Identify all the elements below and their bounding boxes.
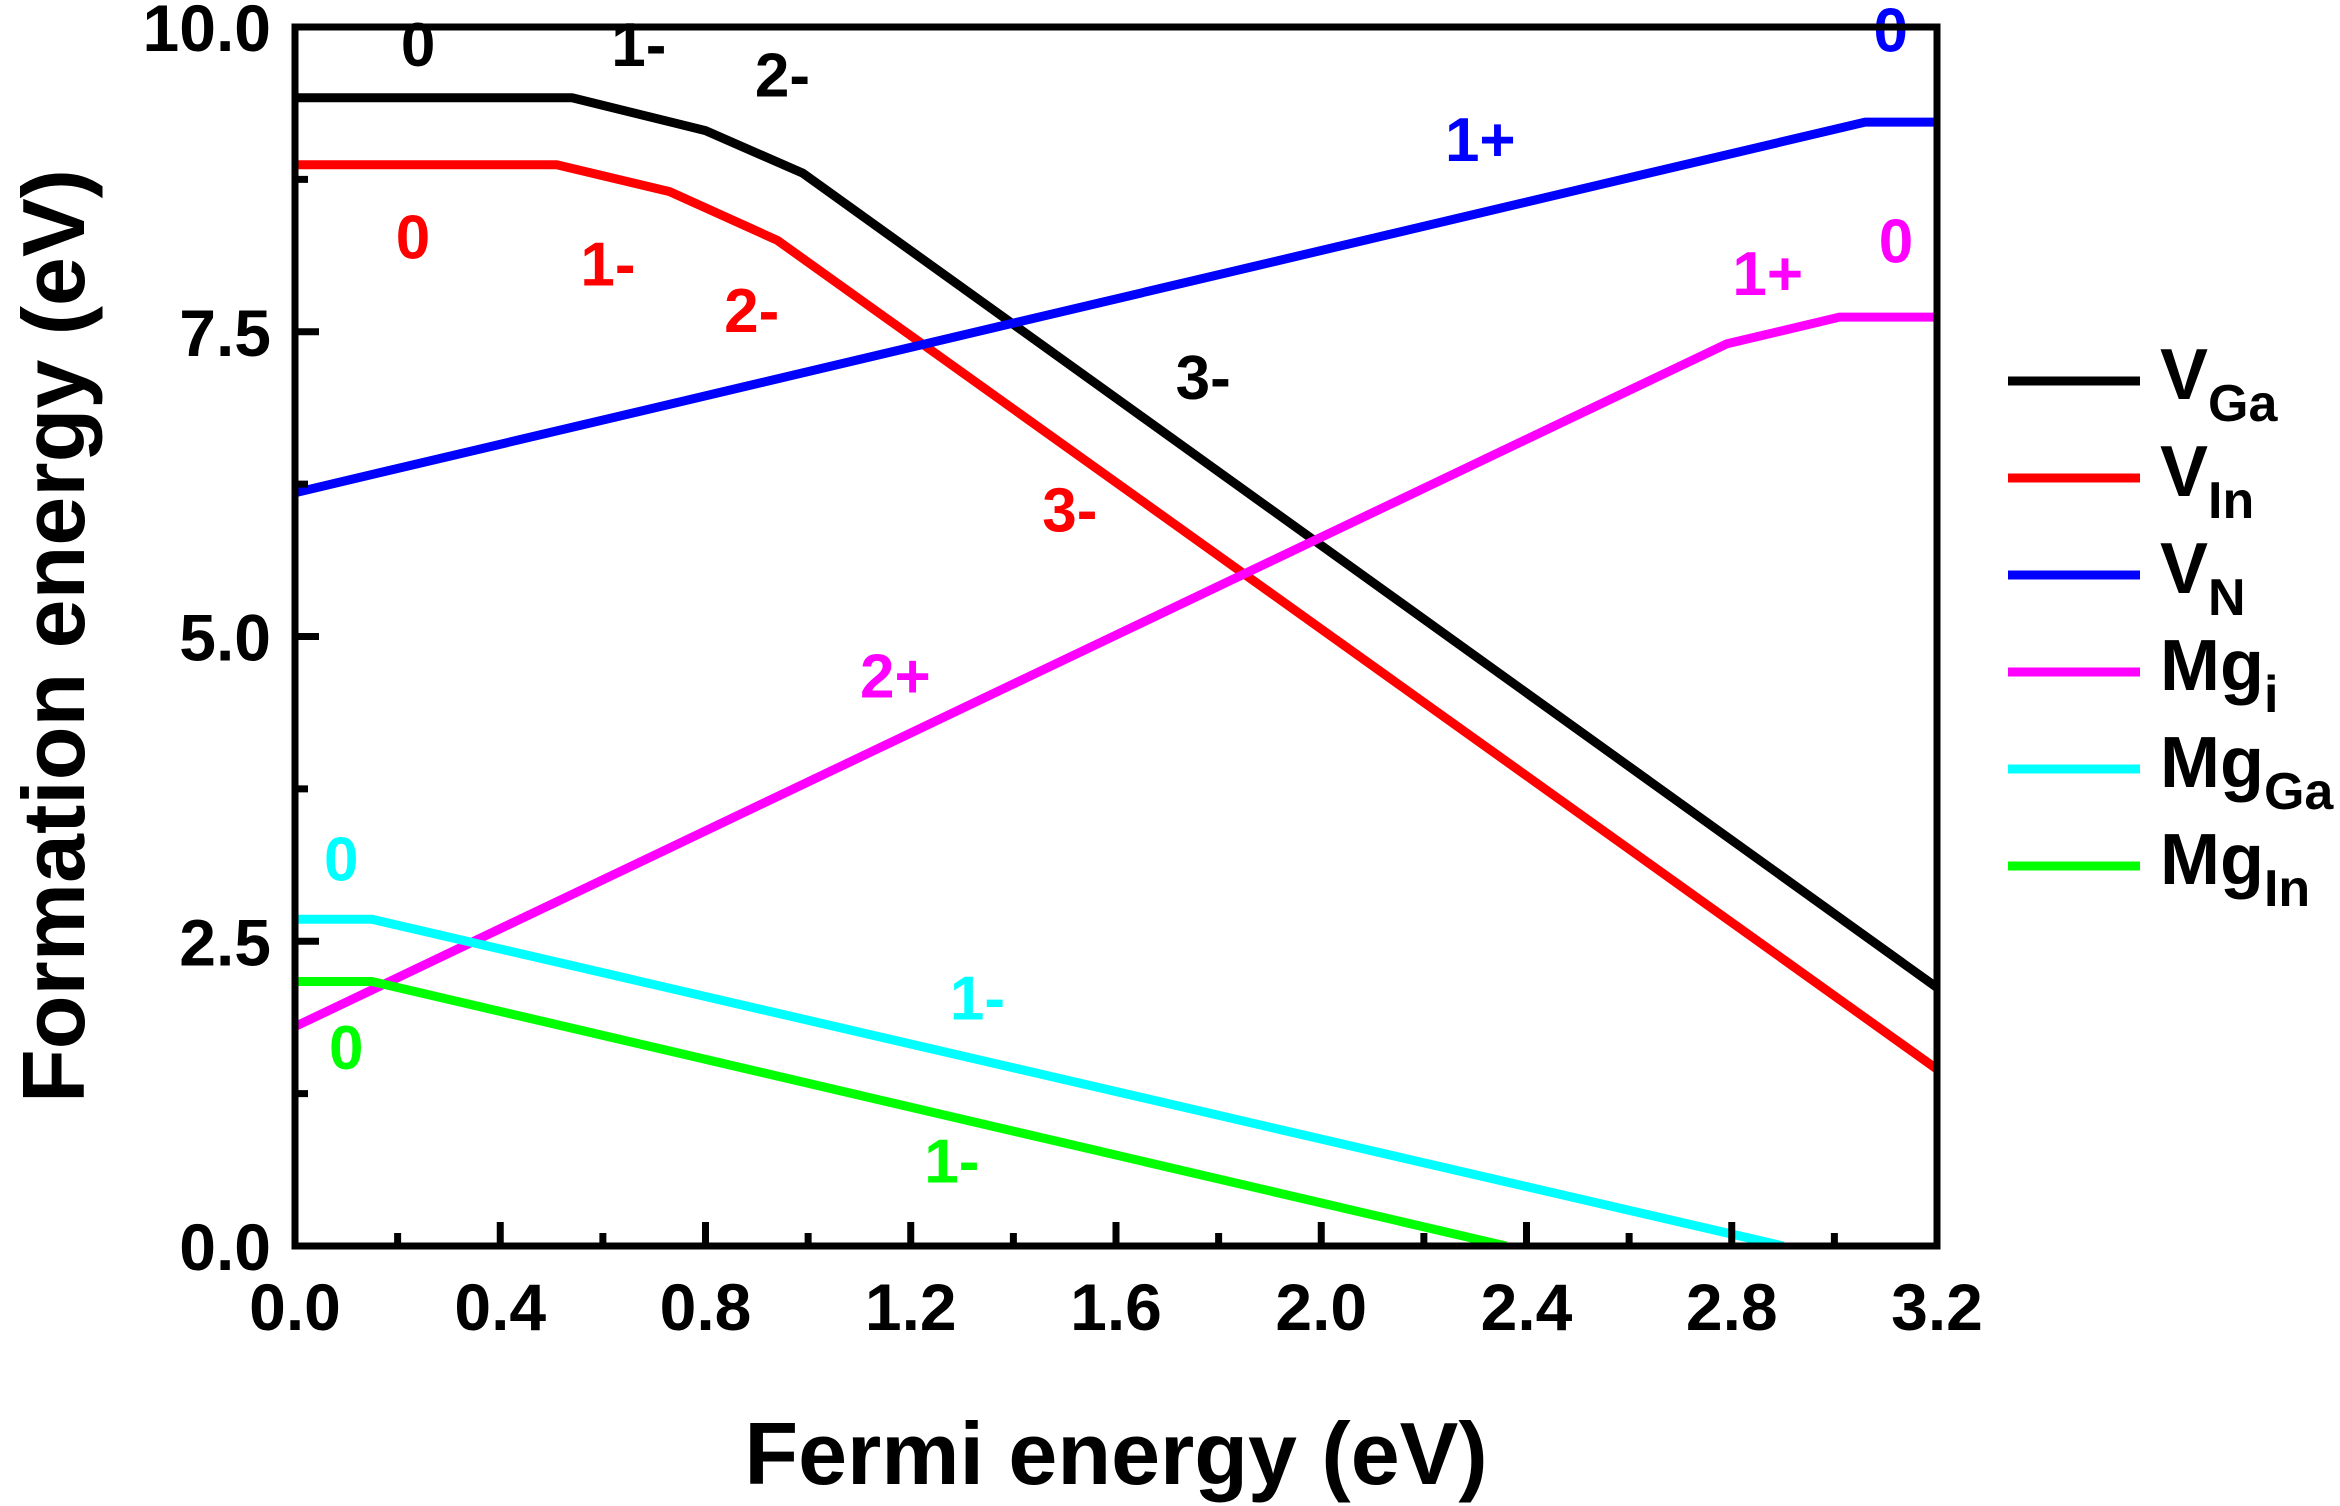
legend-label-main: Mg <box>2160 626 2264 706</box>
legend-label-main: V <box>2160 335 2208 415</box>
legend-label-main: V <box>2160 529 2208 609</box>
legend-label-subscript: Ga <box>2264 763 2334 821</box>
state-label-layer: 0 1- 2- 3- 0 1- 2- 3- 0 1+ 0 1+ 2+ 0 1- 0 1- <box>324 0 1913 1197</box>
x-tick-label: 2.0 <box>1275 1270 1367 1344</box>
series-line-v-n <box>295 117 1937 498</box>
charge-state-label-mg-ga: 1- <box>950 964 1005 1033</box>
x-tick-label: 0.8 <box>660 1270 752 1344</box>
legend-label-mg-i: Mgi <box>2160 626 2278 724</box>
charge-state-label-mg-ga: 0 <box>324 825 358 894</box>
charge-state-label-v-in: 3- <box>1042 477 1097 546</box>
legend-label-main: V <box>2160 432 2208 512</box>
legend-label-subscript: i <box>2264 666 2278 724</box>
legend-label-main: Mg <box>2160 723 2264 803</box>
y-tick-label: 0.0 <box>179 1210 271 1284</box>
charge-state-label-v-in: 1- <box>580 230 635 299</box>
series-layer <box>295 93 1937 1246</box>
charge-state-label-v-ga: 3- <box>1176 344 1231 413</box>
charge-state-label-mg-in: 1- <box>924 1128 979 1197</box>
series-line-v-ga <box>295 93 1937 992</box>
charge-state-label-v-ga: 2- <box>755 42 810 111</box>
charge-state-label-v-in: 2- <box>724 277 779 346</box>
y-axis-title: Formation energy (eV) <box>4 169 103 1103</box>
legend-label-main: Mg <box>2160 820 2264 900</box>
legend-label-mg-ga: MgGa <box>2160 723 2334 821</box>
x-tick-label: 0.4 <box>454 1270 546 1344</box>
legend-label-v-in: VIn <box>2160 432 2254 530</box>
charge-state-label-v-ga: 1- <box>611 11 666 80</box>
x-tick-label: 2.4 <box>1481 1270 1573 1344</box>
x-tick-label: 1.2 <box>865 1270 957 1344</box>
charge-state-label-v-in: 0 <box>396 204 430 273</box>
charge-state-label-mg-i: 2+ <box>860 642 931 711</box>
y-tick-label: 2.5 <box>179 905 271 979</box>
legend-label-mg-in: MgIn <box>2160 820 2310 918</box>
y-tick-label: 10.0 <box>143 0 271 65</box>
legend-label-v-ga: VGa <box>2160 335 2278 433</box>
charge-state-label-v-n: 0 <box>1874 0 1908 65</box>
series-line-mg-i <box>295 312 1937 1031</box>
legend-label-subscript: In <box>2264 860 2310 918</box>
legend-label-v-n: VN <box>2160 529 2246 627</box>
series-line-mg-in <box>295 977 1508 1246</box>
series-line-v-in <box>295 160 1937 1073</box>
charge-state-label-mg-i: 0 <box>1879 207 1913 276</box>
tick-layer: 0.0 0.4 0.8 1.2 1.6 2.0 2.4 2.8 3.2 0.0 2.5 5.0 7.5 1… <box>143 0 1983 1344</box>
x-tick-label: 1.6 <box>1070 1270 1162 1344</box>
x-tick-label: 2.8 <box>1686 1270 1778 1344</box>
charge-state-label-mg-i: 1+ <box>1732 240 1803 309</box>
x-axis-title: Fermi energy (eV) <box>744 1404 1487 1503</box>
y-tick-label: 5.0 <box>179 601 271 675</box>
x-tick-label: 3.2 <box>1891 1270 1983 1344</box>
x-tick-label: 0.0 <box>249 1270 341 1344</box>
series-line-mg-ga <box>295 914 1785 1246</box>
charge-state-label-v-n: 1+ <box>1445 106 1516 175</box>
y-tick-label: 7.5 <box>179 296 271 370</box>
charge-state-label-mg-in: 0 <box>329 1014 363 1083</box>
legend-label-subscript: Ga <box>2208 375 2278 433</box>
charge-state-label-v-ga: 0 <box>401 11 435 80</box>
legend-label-subscript: N <box>2208 569 2246 627</box>
legend-label-subscript: In <box>2208 472 2254 530</box>
